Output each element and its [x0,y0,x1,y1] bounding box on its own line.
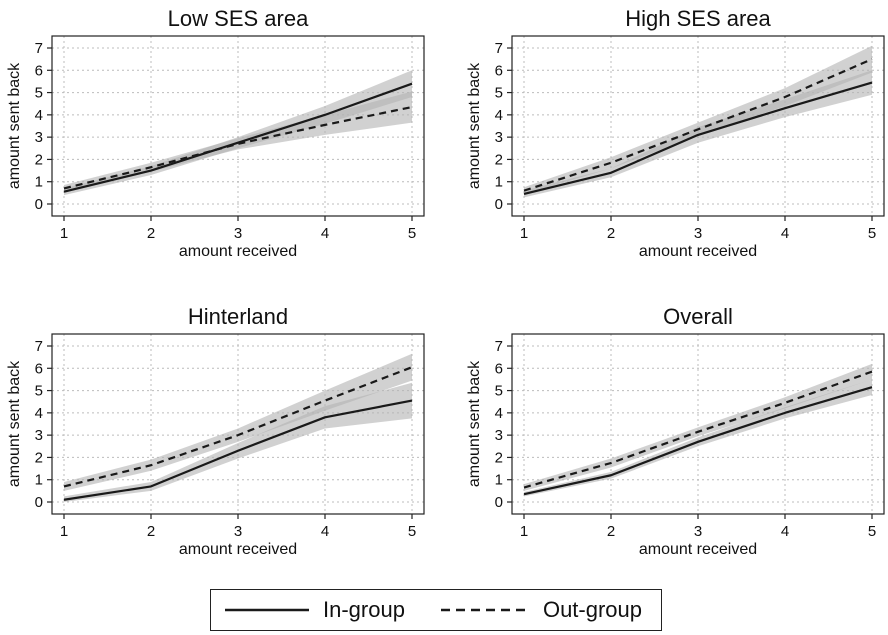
series-line-in-group [63,82,413,193]
y-tick-label: 5 [35,85,43,102]
ci-band-out-group [524,363,872,491]
legend-key-solid [225,608,309,612]
y-axis-label: amount sent back [6,62,23,189]
y-tick-label: 6 [35,360,43,377]
y-tick-label: 4 [495,405,503,422]
x-tick-label: 3 [234,523,242,540]
y-tick-label: 0 [35,196,43,213]
y-tick-label: 2 [35,449,43,466]
y-tick-label: 4 [35,107,43,124]
y-tick-label: 7 [35,338,43,355]
y-tick-label: 3 [35,129,43,146]
x-tick-label: 3 [694,225,702,242]
y-tick-label: 1 [35,472,43,489]
y-tick-label: 3 [495,427,503,444]
x-tick-label: 5 [868,523,876,540]
y-tick-label: 2 [495,151,503,168]
y-tick-label: 7 [495,40,503,57]
legend-label-in-group: In-group [323,597,405,622]
series-line-out-group [523,370,873,489]
y-axis-label: amount sent back [6,360,23,487]
x-tick-label: 3 [234,225,242,242]
x-tick-label: 5 [408,523,416,540]
y-tick-label: 1 [495,174,503,191]
y-tick-label: 2 [495,449,503,466]
y-tick-label: 1 [35,174,43,191]
y-tick-label: 1 [495,472,503,489]
x-tick-label: 2 [607,225,615,242]
x-axis-label: amount received [639,541,757,558]
x-tick-label: 2 [147,523,155,540]
series-line-in-group [63,399,413,501]
legend-key-dashed [440,608,529,612]
legend: In-group Out-group [210,589,662,631]
x-tick-label: 2 [607,523,615,540]
x-tick-label: 1 [520,225,528,242]
series-line-in-group [523,81,873,196]
y-axis-label: amount sent back [466,360,483,487]
legend-item-in-group: In-group [221,597,405,623]
y-tick-label: 7 [495,338,503,355]
panel-title: High SES area [625,6,771,31]
legend-item-out-group: Out-group [437,597,642,623]
x-axis-label: amount received [179,243,297,260]
y-tick-label: 0 [495,196,503,213]
x-tick-label: 5 [868,225,876,242]
y-tick-label: 0 [495,494,503,511]
y-tick-label: 4 [495,107,503,124]
y-tick-label: 6 [35,62,43,79]
x-tick-label: 2 [147,225,155,242]
x-axis-label: amount received [639,243,757,260]
y-tick-label: 6 [495,62,503,79]
x-tick-label: 3 [694,523,702,540]
y-tick-label: 3 [35,427,43,444]
y-tick-label: 2 [35,151,43,168]
y-tick-label: 5 [495,85,503,102]
panel-title: Overall [663,304,733,329]
ci-band-in-group [64,382,412,502]
x-tick-label: 4 [781,225,789,242]
y-tick-label: 5 [35,383,43,400]
y-tick-label: 3 [495,129,503,146]
x-tick-label: 1 [60,225,68,242]
panel-title: Hinterland [188,304,288,329]
y-axis-label: amount sent back [466,62,483,189]
x-tick-label: 5 [408,225,416,242]
series-line-in-group [523,386,873,496]
x-tick-label: 1 [520,523,528,540]
y-tick-label: 5 [495,383,503,400]
y-tick-label: 7 [35,40,43,57]
x-tick-label: 4 [321,523,329,540]
y-tick-label: 0 [35,494,43,511]
ci-band-in-group [524,379,872,497]
panel-title: Low SES area [168,6,309,31]
series-line-out-group [523,58,873,192]
y-tick-label: 4 [35,405,43,422]
x-tick-label: 1 [60,523,68,540]
y-tick-label: 6 [495,360,503,377]
x-tick-label: 4 [781,523,789,540]
x-tick-label: 4 [321,225,329,242]
x-axis-label: amount received [179,541,297,558]
series-line-out-group [63,366,413,488]
legend-label-out-group: Out-group [542,597,643,622]
